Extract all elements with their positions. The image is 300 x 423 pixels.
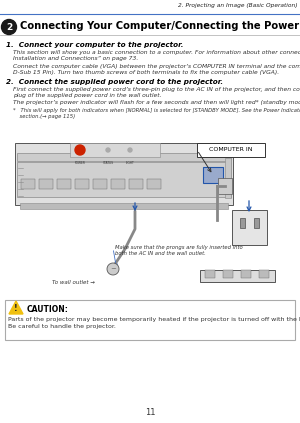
Text: Parts of the projector may become temporarily heated if the projector is turned : Parts of the projector may become tempor… (8, 317, 300, 329)
Text: The projector’s power indicator will flash for a few seconds and then will light: The projector’s power indicator will fla… (13, 100, 300, 105)
Text: STATUS: STATUS (102, 161, 114, 165)
FancyBboxPatch shape (111, 179, 125, 189)
FancyBboxPatch shape (241, 270, 251, 278)
Circle shape (2, 19, 16, 35)
FancyBboxPatch shape (57, 179, 71, 189)
Text: COMPUTER IN: COMPUTER IN (209, 146, 253, 151)
Text: This section will show you a basic connection to a computer. For information abo: This section will show you a basic conne… (13, 50, 300, 61)
Text: To wall outlet →: To wall outlet → (52, 280, 95, 285)
Text: 2.  Connect the supplied power cord to the projector.: 2. Connect the supplied power cord to th… (6, 79, 223, 85)
Text: Connecting Your Computer/Connecting the Power Cord: Connecting Your Computer/Connecting the … (20, 21, 300, 31)
FancyBboxPatch shape (17, 153, 231, 161)
Text: Make sure that the prongs are fully inserted into
both the AC IN and the wall ou: Make sure that the prongs are fully inse… (115, 245, 243, 256)
Text: Connect the computer cable (VGA) between the projector’s COMPUTER IN terminal an: Connect the computer cable (VGA) between… (13, 64, 300, 75)
Text: First connect the supplied power cord’s three-pin plug to the AC IN of the proje: First connect the supplied power cord’s … (13, 87, 300, 98)
Text: LIGHT: LIGHT (126, 161, 134, 165)
Text: 2: 2 (6, 22, 12, 31)
FancyBboxPatch shape (240, 218, 245, 228)
FancyBboxPatch shape (93, 179, 107, 189)
FancyBboxPatch shape (147, 179, 161, 189)
Circle shape (106, 148, 110, 152)
FancyBboxPatch shape (218, 178, 232, 194)
Text: *   This will apply for both indicators when [NORMAL] is selected for [STANDBY M: * This will apply for both indicators wh… (13, 108, 300, 119)
FancyBboxPatch shape (129, 179, 143, 189)
Circle shape (107, 263, 119, 275)
Text: POWER: POWER (75, 161, 86, 165)
Text: 2. Projecting an Image (Basic Operation): 2. Projecting an Image (Basic Operation) (178, 3, 297, 8)
Circle shape (128, 148, 132, 152)
FancyBboxPatch shape (200, 270, 275, 282)
Text: CAUTION:: CAUTION: (27, 305, 69, 314)
FancyBboxPatch shape (259, 270, 269, 278)
Circle shape (75, 145, 85, 155)
FancyBboxPatch shape (15, 143, 233, 205)
FancyBboxPatch shape (203, 167, 223, 183)
FancyBboxPatch shape (225, 158, 231, 198)
Text: 11: 11 (145, 408, 155, 417)
FancyBboxPatch shape (5, 300, 295, 340)
FancyBboxPatch shape (232, 210, 267, 245)
FancyBboxPatch shape (20, 203, 228, 209)
FancyBboxPatch shape (254, 218, 259, 228)
FancyBboxPatch shape (75, 179, 89, 189)
Text: ~: ~ (110, 266, 116, 272)
FancyBboxPatch shape (205, 270, 215, 278)
FancyBboxPatch shape (21, 179, 35, 189)
FancyBboxPatch shape (39, 179, 53, 189)
FancyBboxPatch shape (197, 143, 265, 157)
Text: 1.  Connect your computer to the projector.: 1. Connect your computer to the projecto… (6, 42, 184, 48)
Polygon shape (9, 301, 23, 314)
Text: !: ! (14, 303, 18, 313)
FancyBboxPatch shape (223, 270, 233, 278)
FancyBboxPatch shape (70, 143, 160, 157)
FancyBboxPatch shape (17, 162, 231, 197)
